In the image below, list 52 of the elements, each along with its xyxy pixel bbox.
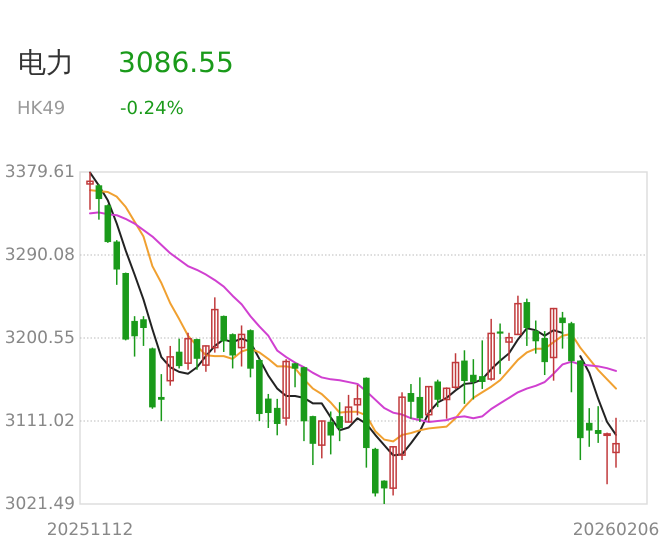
candlestick — [282, 358, 290, 426]
candlestick — [487, 318, 495, 382]
candlestick — [131, 315, 138, 358]
x-tick-label: 20251112 — [46, 520, 134, 540]
y-tick-label: 3379.61 — [4, 162, 75, 182]
candlestick — [344, 394, 352, 424]
candlestick — [380, 480, 388, 505]
candlestick — [612, 417, 620, 468]
candlestick — [166, 345, 174, 386]
candlestick — [586, 407, 593, 448]
candlestick — [559, 311, 566, 350]
text: 3086.55 — [118, 46, 234, 79]
y-tick-label: 3111.02 — [4, 411, 75, 431]
candlestick — [140, 315, 147, 347]
candlestick — [336, 401, 343, 442]
candlestick — [532, 320, 540, 354]
candlestick — [292, 362, 298, 388]
chart-subtitle: HK49 — [17, 98, 66, 119]
candlestick — [496, 322, 504, 375]
candlestick — [594, 405, 602, 444]
candlestick — [176, 338, 182, 370]
y-tick-label: 3290.08 — [4, 245, 75, 265]
candlestick — [541, 330, 548, 376]
candlestick — [478, 340, 486, 390]
candlestick — [603, 432, 611, 485]
candlestick — [194, 338, 200, 370]
candlestick — [550, 307, 558, 382]
x-tick-label: 20260206 — [572, 520, 660, 540]
candlestick — [158, 373, 165, 422]
y-tick-label: 3200.55 — [4, 328, 75, 348]
candlestick — [184, 332, 192, 370]
candlestick — [461, 350, 468, 405]
candlestick — [425, 385, 433, 423]
candlestick — [470, 358, 477, 400]
candlestick — [505, 332, 513, 362]
chart-title: 电力 — [18, 46, 74, 79]
candlestick — [229, 332, 236, 370]
candlestick — [408, 383, 414, 420]
y-tick-label: 3021.49 — [4, 494, 75, 514]
candlestick — [416, 376, 424, 423]
candlestick — [514, 294, 522, 336]
candlestick — [238, 324, 246, 368]
text: -0.24% — [120, 98, 184, 119]
candlestick — [327, 410, 334, 456]
candlestick — [354, 384, 362, 416]
candlestick — [434, 378, 441, 408]
candlestick — [96, 183, 102, 220]
candlestick — [274, 398, 280, 436]
candlestick — [318, 420, 326, 460]
candlestick — [265, 393, 272, 429]
candlestick — [86, 171, 94, 210]
line-series — [89, 211, 617, 423]
